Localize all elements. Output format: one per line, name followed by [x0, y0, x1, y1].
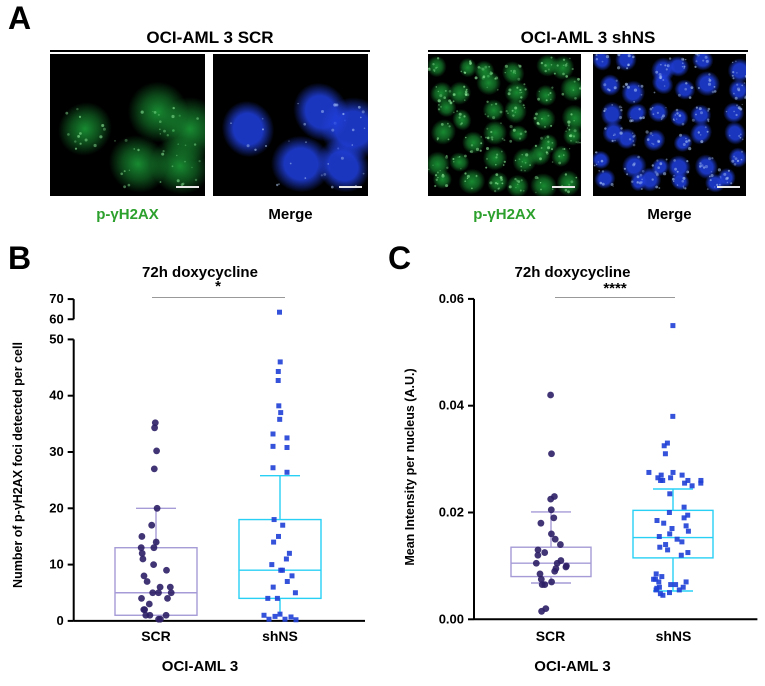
svg-text:0.06: 0.06 [439, 291, 464, 306]
svg-text:40: 40 [49, 388, 63, 403]
svg-text:50: 50 [49, 331, 63, 346]
svg-text:70: 70 [49, 291, 63, 306]
svg-text:30: 30 [49, 444, 63, 459]
svg-text:0.02: 0.02 [439, 505, 464, 520]
svg-text:10: 10 [49, 557, 63, 572]
svg-text:0.04: 0.04 [439, 398, 465, 413]
svg-text:0: 0 [56, 613, 63, 628]
svg-text:0.00: 0.00 [439, 611, 464, 626]
svg-text:20: 20 [49, 500, 63, 515]
svg-text:60: 60 [49, 311, 63, 326]
